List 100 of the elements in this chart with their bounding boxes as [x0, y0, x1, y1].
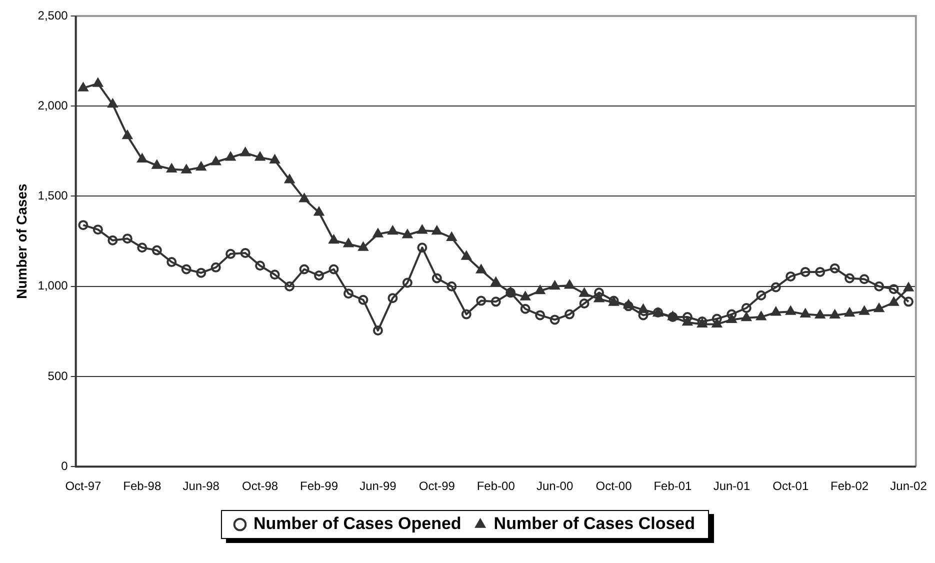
- point: [814, 309, 826, 318]
- point: [196, 268, 206, 278]
- x-tick-label: Feb-00: [476, 479, 516, 494]
- point: [402, 278, 412, 288]
- point: [859, 274, 870, 284]
- point: [372, 228, 384, 238]
- x-tick-label: Jun-99: [360, 479, 397, 494]
- point: [388, 293, 398, 304]
- point: [240, 146, 251, 156]
- point: [299, 264, 310, 274]
- y-tick-label: 0: [61, 458, 68, 473]
- point: [343, 238, 354, 248]
- x-tick-label: Feb-99: [300, 479, 338, 494]
- point: [461, 250, 472, 260]
- point: [136, 153, 148, 163]
- point: [830, 263, 840, 274]
- point: [432, 273, 442, 284]
- point: [270, 154, 280, 164]
- point: [550, 280, 560, 290]
- y-tick-label: 2,000: [38, 98, 68, 112]
- point: [520, 291, 531, 300]
- x-tick-label: Oct-01: [772, 479, 809, 494]
- point: [328, 234, 340, 244]
- point: [196, 161, 206, 171]
- x-tick-label: Oct-99: [418, 479, 456, 494]
- point: [78, 220, 88, 230]
- point: [800, 308, 811, 318]
- point: [579, 298, 590, 308]
- point: [152, 245, 162, 256]
- point: [417, 242, 428, 253]
- x-tick-label: Feb-02: [830, 479, 869, 494]
- point: [874, 302, 884, 312]
- point: [550, 314, 560, 325]
- point: [314, 270, 324, 281]
- point: [328, 264, 339, 274]
- point: [122, 234, 132, 244]
- point: [240, 248, 250, 258]
- point: [92, 78, 104, 87]
- point: [859, 306, 870, 315]
- x-tick-label: Jun-00: [536, 479, 574, 494]
- point: [358, 294, 368, 305]
- point: [534, 284, 546, 294]
- point: [372, 326, 383, 336]
- point: [166, 163, 177, 172]
- point: [107, 98, 118, 108]
- legend-label: Number of Cases Opened: [253, 514, 462, 534]
- point: [564, 279, 575, 289]
- y-tick-label: 1,000: [38, 278, 68, 293]
- point: [888, 284, 899, 294]
- point: [92, 224, 103, 235]
- point: [844, 273, 855, 284]
- point: [181, 164, 192, 174]
- legend-label: Number of Cases Closed: [494, 514, 696, 534]
- point: [314, 206, 324, 216]
- point: [712, 314, 722, 324]
- point: [476, 264, 486, 274]
- point: [682, 312, 692, 322]
- point: [874, 281, 884, 292]
- point: [226, 248, 236, 259]
- point: [343, 288, 354, 299]
- x-tick-label: Jun-01: [713, 479, 750, 494]
- point: [255, 260, 266, 271]
- point: [137, 242, 148, 253]
- y-tick-label: 2,500: [38, 8, 68, 22]
- point: [446, 281, 457, 292]
- point: [785, 306, 796, 315]
- point: [579, 288, 590, 297]
- point: [476, 296, 486, 306]
- x-tick-label: Oct-98: [242, 479, 278, 494]
- point: [756, 290, 766, 300]
- y-axis-title: Number of Cases: [13, 184, 30, 299]
- point: [594, 288, 604, 298]
- point: [181, 264, 192, 274]
- point: [299, 192, 310, 202]
- point: [741, 312, 752, 322]
- x-tick-label: Feb-01: [654, 479, 692, 494]
- point: [225, 151, 236, 161]
- point: [78, 82, 88, 92]
- point: [741, 302, 752, 313]
- point: [564, 309, 575, 320]
- point: [432, 225, 442, 235]
- point: [903, 282, 914, 292]
- point: [402, 228, 413, 238]
- point: [490, 296, 501, 307]
- point: [786, 271, 796, 282]
- point: [888, 296, 900, 306]
- x-tick-label: Jun-98: [182, 479, 220, 494]
- point: [166, 257, 177, 268]
- point: [624, 301, 634, 312]
- x-tick-label: Oct-00: [596, 479, 632, 494]
- point: [535, 310, 546, 320]
- y-tick-label: 1,500: [38, 188, 68, 203]
- point: [844, 307, 855, 317]
- y-tick-label: 500: [48, 368, 68, 383]
- point: [210, 156, 222, 166]
- point: [490, 276, 502, 286]
- point: [152, 160, 162, 169]
- point: [446, 232, 457, 241]
- point: [387, 225, 398, 235]
- point: [122, 130, 133, 140]
